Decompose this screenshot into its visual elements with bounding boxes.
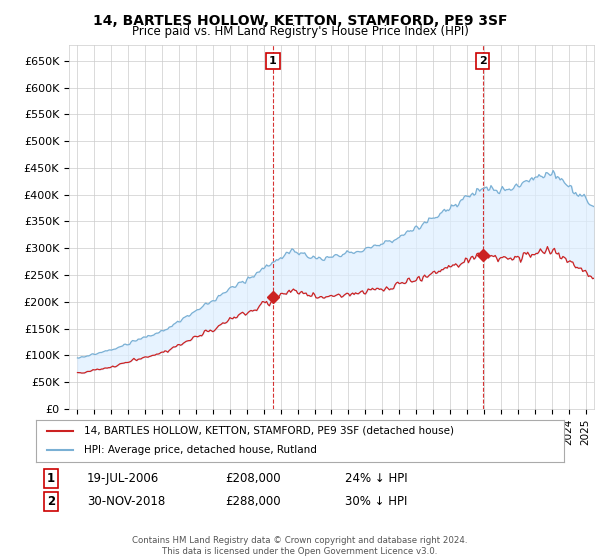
Text: 2: 2 — [47, 494, 55, 508]
Text: HPI: Average price, detached house, Rutland: HPI: Average price, detached house, Rutl… — [83, 445, 316, 455]
Text: 1: 1 — [269, 56, 277, 66]
Text: 2: 2 — [479, 56, 487, 66]
Text: Price paid vs. HM Land Registry's House Price Index (HPI): Price paid vs. HM Land Registry's House … — [131, 25, 469, 38]
Text: 24% ↓ HPI: 24% ↓ HPI — [345, 472, 407, 486]
Text: 30-NOV-2018: 30-NOV-2018 — [87, 494, 165, 508]
Text: £208,000: £208,000 — [225, 472, 281, 486]
Text: Contains HM Land Registry data © Crown copyright and database right 2024.
This d: Contains HM Land Registry data © Crown c… — [132, 536, 468, 556]
Text: £288,000: £288,000 — [225, 494, 281, 508]
Text: 14, BARTLES HOLLOW, KETTON, STAMFORD, PE9 3SF: 14, BARTLES HOLLOW, KETTON, STAMFORD, PE… — [93, 14, 507, 28]
Text: 1: 1 — [47, 472, 55, 486]
Text: 30% ↓ HPI: 30% ↓ HPI — [345, 494, 407, 508]
Text: 14, BARTLES HOLLOW, KETTON, STAMFORD, PE9 3SF (detached house): 14, BARTLES HOLLOW, KETTON, STAMFORD, PE… — [83, 426, 454, 436]
Text: 19-JUL-2006: 19-JUL-2006 — [87, 472, 159, 486]
